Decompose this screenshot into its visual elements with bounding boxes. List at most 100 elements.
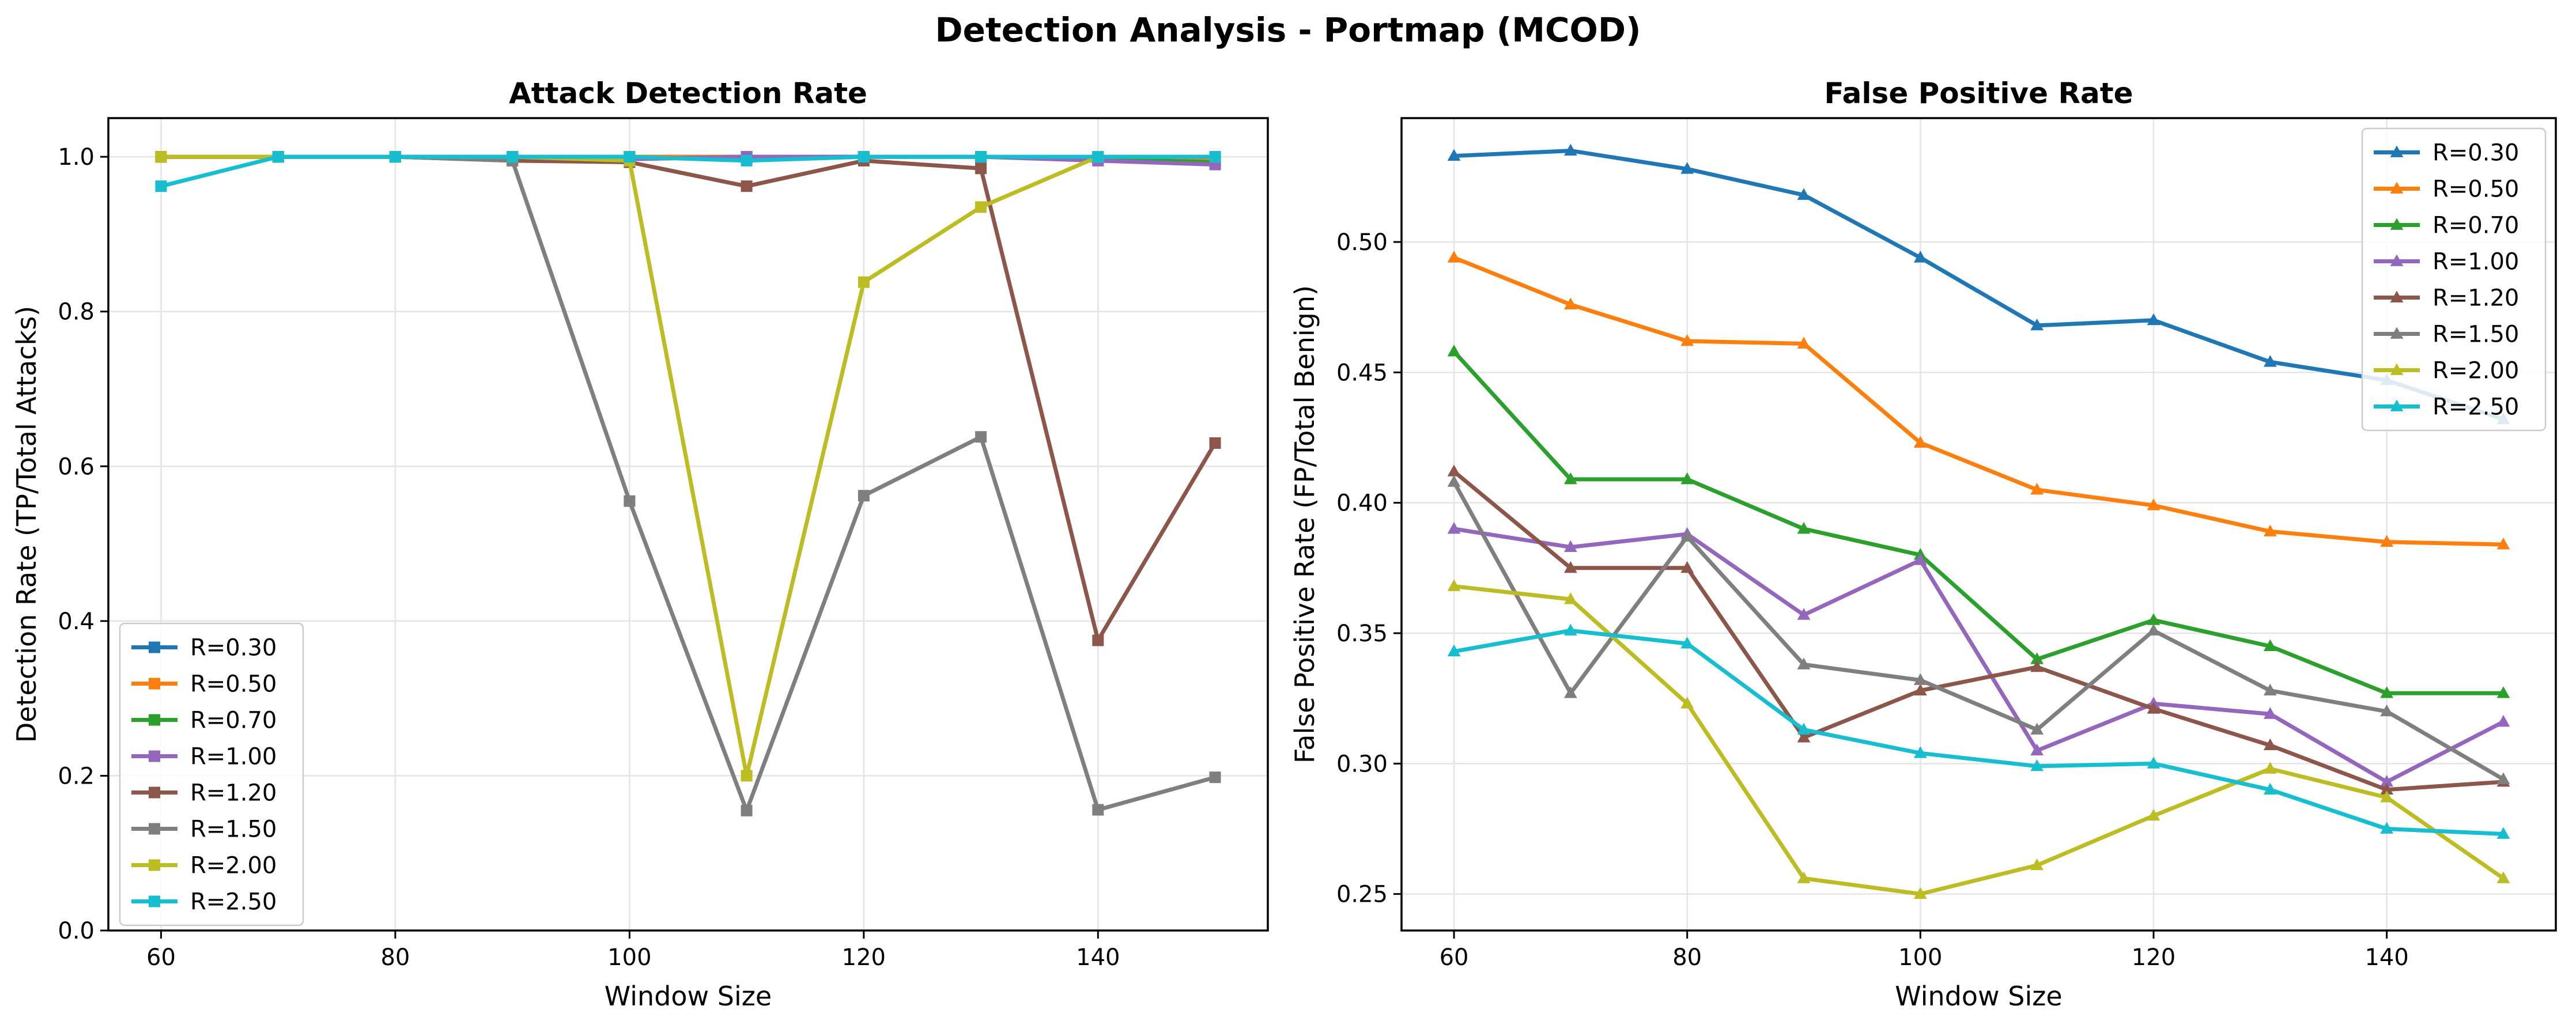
- plot-frame: [1400, 117, 2557, 932]
- data-point: [2380, 774, 2394, 787]
- series-r-1-20: [155, 151, 1221, 646]
- legend-label: R=1.20: [2433, 285, 2519, 312]
- legend-item-r-1-00: R=1.00: [131, 744, 277, 770]
- data-point: [2496, 772, 2510, 784]
- y-tick-label: 0.2: [58, 763, 95, 789]
- x-tick-label: 100: [607, 944, 651, 971]
- legend-item-r-0-50: R=0.50: [2374, 176, 2519, 203]
- x-tick-label: 60: [1440, 944, 1469, 971]
- series-line-r-0-50: [1452, 255, 2506, 547]
- x-tick-label: 140: [2365, 944, 2408, 971]
- data-point: [1563, 686, 1577, 698]
- data-point: [1447, 345, 1461, 357]
- data-point: [2030, 723, 2044, 735]
- data-point: [975, 431, 987, 443]
- data-point: [741, 804, 753, 816]
- data-point: [2030, 660, 2044, 672]
- x-tick-label: 120: [2132, 944, 2175, 971]
- data-point: [1797, 723, 1811, 735]
- data-point: [155, 151, 167, 163]
- data-point: [858, 490, 870, 502]
- data-point: [2263, 738, 2277, 751]
- panel-false-positive-rate: 60 80 100 120 140 0.25 0.30 0.35 0.40 0.45 0.50 Fal…: [1289, 77, 2557, 1012]
- legend-label: R=1.50: [2433, 322, 2519, 348]
- data-point: [2380, 535, 2394, 547]
- legend-label: R=1.00: [190, 744, 277, 770]
- data-point: [1092, 151, 1104, 163]
- data-point: [1680, 561, 1694, 573]
- data-point: [2030, 483, 2044, 495]
- data-point: [1913, 683, 1927, 695]
- data-point: [2263, 707, 2277, 719]
- y-tick-label: 0.6: [58, 453, 95, 480]
- series-r-2-50: [1447, 623, 2510, 839]
- legend-frame: [119, 622, 304, 926]
- data-point: [1563, 592, 1577, 604]
- series-line-r-2-50: [1452, 629, 2506, 836]
- data-point: [2030, 743, 2044, 756]
- y-tick-label: 0.30: [1336, 751, 1388, 777]
- data-point: [1209, 151, 1221, 163]
- legend-label: R=0.70: [2433, 213, 2519, 239]
- series-r-1-20: [1447, 464, 2510, 795]
- legend-marker: [149, 750, 160, 762]
- legend-label: R=0.50: [190, 671, 277, 698]
- data-point: [2030, 858, 2044, 871]
- data-point: [1447, 521, 1461, 534]
- legend-label: R=0.30: [190, 635, 277, 661]
- legend-item-r-0-30: R=0.30: [131, 635, 277, 661]
- series-line-r-1-50: [1452, 479, 2506, 781]
- panel-attack-detection-rate: 60 80 100 120 140 0.0 0.2 0.4 0.6 0.8 1.0 Attack De…: [11, 77, 1269, 1012]
- data-point: [1797, 521, 1811, 534]
- legend-item-r-1-50: R=1.50: [131, 816, 277, 843]
- data-point: [858, 276, 870, 288]
- data-point: [2147, 702, 2160, 714]
- series-r-0-50: [1447, 251, 2510, 550]
- series-r-2-50: [155, 151, 1221, 192]
- data-point: [975, 151, 987, 163]
- data-point: [1209, 771, 1221, 784]
- data-point: [1563, 540, 1577, 553]
- data-point: [1680, 162, 1694, 174]
- series-line-r-1-20: [159, 154, 1217, 642]
- y-tick-label: 0.45: [1336, 360, 1388, 386]
- legend-marker: [2390, 145, 2404, 157]
- data-point: [2263, 639, 2277, 652]
- data-point: [1913, 436, 1927, 448]
- plot-frame: [107, 117, 1269, 932]
- data-point: [1913, 887, 1927, 899]
- legend-marker: [2390, 399, 2404, 411]
- data-point: [2030, 652, 2044, 664]
- series-r-1-00: [1447, 521, 2510, 787]
- x-tick-label: 120: [842, 944, 886, 971]
- legend-marker: [149, 678, 160, 690]
- series-r-0-30: [1447, 143, 2510, 425]
- data-point: [1447, 579, 1461, 591]
- data-point: [1209, 437, 1221, 449]
- y-tick-label: 0.35: [1336, 621, 1388, 647]
- legend-frame: [2361, 127, 2547, 432]
- legend-item-r-2-00: R=2.00: [131, 853, 277, 879]
- data-point: [1447, 464, 1461, 476]
- data-point: [2263, 762, 2277, 774]
- legend-marker: [2390, 363, 2404, 375]
- data-point: [507, 151, 519, 163]
- legend-item-r-1-00: R=1.00: [2374, 249, 2519, 275]
- data-point: [1092, 634, 1104, 646]
- data-point: [1092, 804, 1104, 816]
- y-tick-label: 0.50: [1336, 229, 1388, 256]
- y-tick-label: 1.0: [58, 144, 95, 171]
- legend-item-r-1-50: R=1.50: [2374, 322, 2519, 348]
- data-point: [2030, 759, 2044, 771]
- data-point: [1447, 251, 1461, 263]
- data-point: [2263, 524, 2277, 536]
- data-point: [2147, 623, 2160, 636]
- y-tick-label: 0.25: [1336, 882, 1388, 908]
- legend-marker: [2390, 181, 2404, 194]
- series-r-1-50: [1447, 475, 2510, 784]
- data-point: [1913, 673, 1927, 685]
- data-point: [1563, 623, 1577, 636]
- legend-marker: [2390, 290, 2404, 302]
- y-axis-label: Detection Rate (TP/Total Attacks): [11, 306, 42, 743]
